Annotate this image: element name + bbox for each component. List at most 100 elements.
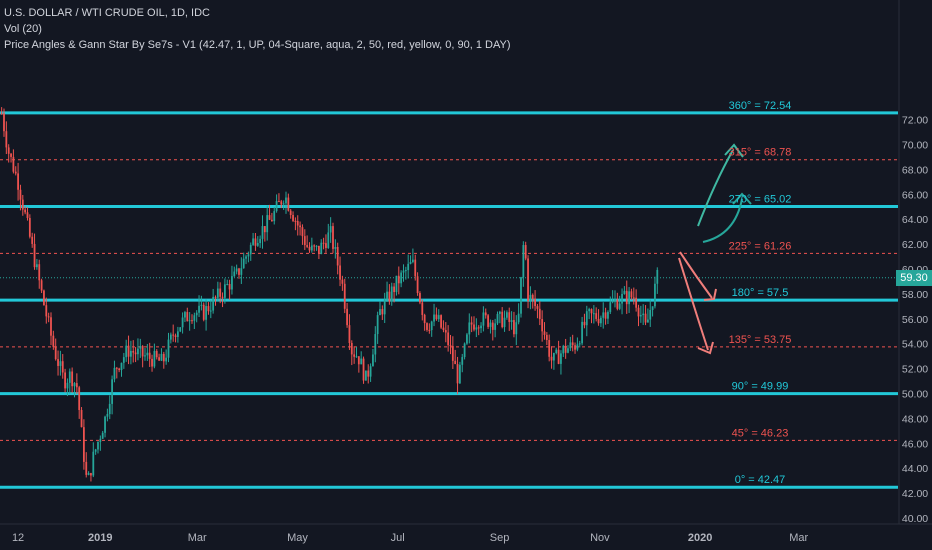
indicator-label[interactable]: Price Angles & Gann Star By Se7s - V1 (4…: [4, 39, 511, 51]
time-axis-ticks[interactable]: 12 2019 Mar May Jul Sep Nov 2020 Mar: [12, 532, 809, 544]
candle-body: [334, 246, 337, 249]
candle-body: [247, 254, 250, 257]
candle-body: [416, 276, 419, 294]
candle-body: [376, 315, 379, 335]
price-tick-label[interactable]: 46.00: [902, 438, 928, 450]
candle: [621, 288, 623, 315]
candle: [322, 237, 325, 250]
forecast-arrows: [678, 143, 752, 355]
price-tick-label[interactable]: 72.00: [902, 115, 928, 127]
candle: [557, 340, 560, 365]
candle-body: [607, 311, 609, 319]
time-tick-label[interactable]: Mar: [188, 532, 207, 544]
time-tick-label[interactable]: Sep: [490, 532, 510, 544]
candle-body: [534, 299, 536, 307]
candle-body: [550, 356, 553, 361]
candle-body: [26, 212, 29, 218]
symbol-title[interactable]: U.S. DOLLAR / WTI CRUDE OIL, 1D, IDC: [4, 7, 210, 19]
time-tick-label[interactable]: Jul: [391, 532, 405, 544]
time-tick-label[interactable]: Mar: [789, 532, 808, 544]
candle: [78, 385, 81, 419]
candle-body: [317, 245, 320, 254]
price-tick-label[interactable]: 62.00: [902, 239, 928, 251]
candle-body: [350, 342, 353, 355]
price-tick-label[interactable]: 50.00: [902, 389, 928, 401]
candle-body: [294, 220, 297, 222]
candle-body: [310, 245, 313, 251]
candle: [306, 235, 309, 249]
candle: [541, 310, 544, 342]
candle: [120, 362, 123, 377]
candle: [416, 272, 419, 296]
price-tick-label[interactable]: 40.00: [902, 513, 928, 525]
price-tick-label[interactable]: 52.00: [902, 364, 928, 376]
candle: [480, 322, 482, 334]
candle: [64, 368, 66, 393]
candle: [588, 307, 591, 320]
price-axis-ticks[interactable]: 40.00 42.00 44.00 46.00 48.00 50.00 52.00 54.00…: [902, 115, 928, 525]
price-tick-label[interactable]: 44.00: [902, 463, 928, 475]
price-tick-label[interactable]: 66.00: [902, 189, 928, 201]
candle: [543, 322, 546, 340]
candle: [43, 289, 45, 306]
candle: [160, 348, 163, 362]
candle: [21, 194, 24, 216]
candle: [153, 343, 156, 369]
candle: [68, 368, 71, 394]
candle-body: [508, 312, 511, 322]
candle-body: [35, 264, 38, 268]
candle: [376, 311, 379, 344]
candle-body: [372, 354, 374, 367]
candle: [350, 340, 353, 366]
time-tick-label[interactable]: 2020: [688, 532, 712, 544]
gann-level-label: 180° = 57.5: [732, 287, 789, 299]
price-tick-label[interactable]: 48.00: [902, 413, 928, 425]
candle: [296, 215, 299, 236]
price-tick-label[interactable]: 70.00: [902, 140, 928, 152]
candle: [524, 241, 527, 261]
candle-body: [409, 261, 412, 264]
candle-body: [597, 318, 600, 324]
candle-body: [97, 441, 99, 450]
candle-body: [423, 314, 426, 324]
candle-body: [435, 314, 438, 320]
candle: [484, 308, 487, 319]
price-tick-label[interactable]: 58.00: [902, 289, 928, 301]
candle-body: [176, 331, 179, 337]
price-tick-label[interactable]: 54.00: [902, 339, 928, 351]
candle: [550, 346, 553, 369]
gann-level-label: 45° = 46.23: [732, 427, 789, 439]
candle: [609, 296, 612, 315]
candle-body: [313, 245, 316, 247]
candle: [644, 305, 647, 326]
candle-body: [390, 286, 393, 302]
gann-level-labels: 360° = 72.54 315° = 68.78 270° = 65.02 225°…: [729, 100, 792, 486]
time-tick-label[interactable]: 2019: [88, 532, 112, 544]
candle: [219, 282, 222, 304]
candle: [0, 107, 3, 115]
candle-body: [45, 305, 48, 317]
price-tick-label[interactable]: 42.00: [902, 488, 928, 500]
candle-body: [475, 327, 478, 330]
candle: [308, 242, 311, 253]
candle: [513, 311, 515, 338]
candle: [463, 342, 466, 360]
candle-body: [402, 270, 405, 273]
candle-body: [12, 156, 15, 172]
time-tick-label[interactable]: Nov: [590, 532, 610, 544]
time-tick-label[interactable]: 12: [12, 532, 24, 544]
candle-body: [599, 317, 602, 324]
candle-body: [444, 330, 447, 333]
price-tick-label[interactable]: 56.00: [902, 314, 928, 326]
gann-levels: [0, 111, 898, 489]
candle: [357, 356, 360, 373]
candle: [522, 241, 525, 287]
candle-body: [649, 310, 652, 320]
price-tick-label[interactable]: 68.00: [902, 164, 928, 176]
price-tick-label[interactable]: 64.00: [902, 214, 928, 226]
candle-body: [235, 268, 238, 272]
volume-study-label[interactable]: Vol (20): [4, 23, 42, 35]
candle-body: [433, 314, 435, 322]
time-tick-label[interactable]: May: [287, 532, 308, 544]
